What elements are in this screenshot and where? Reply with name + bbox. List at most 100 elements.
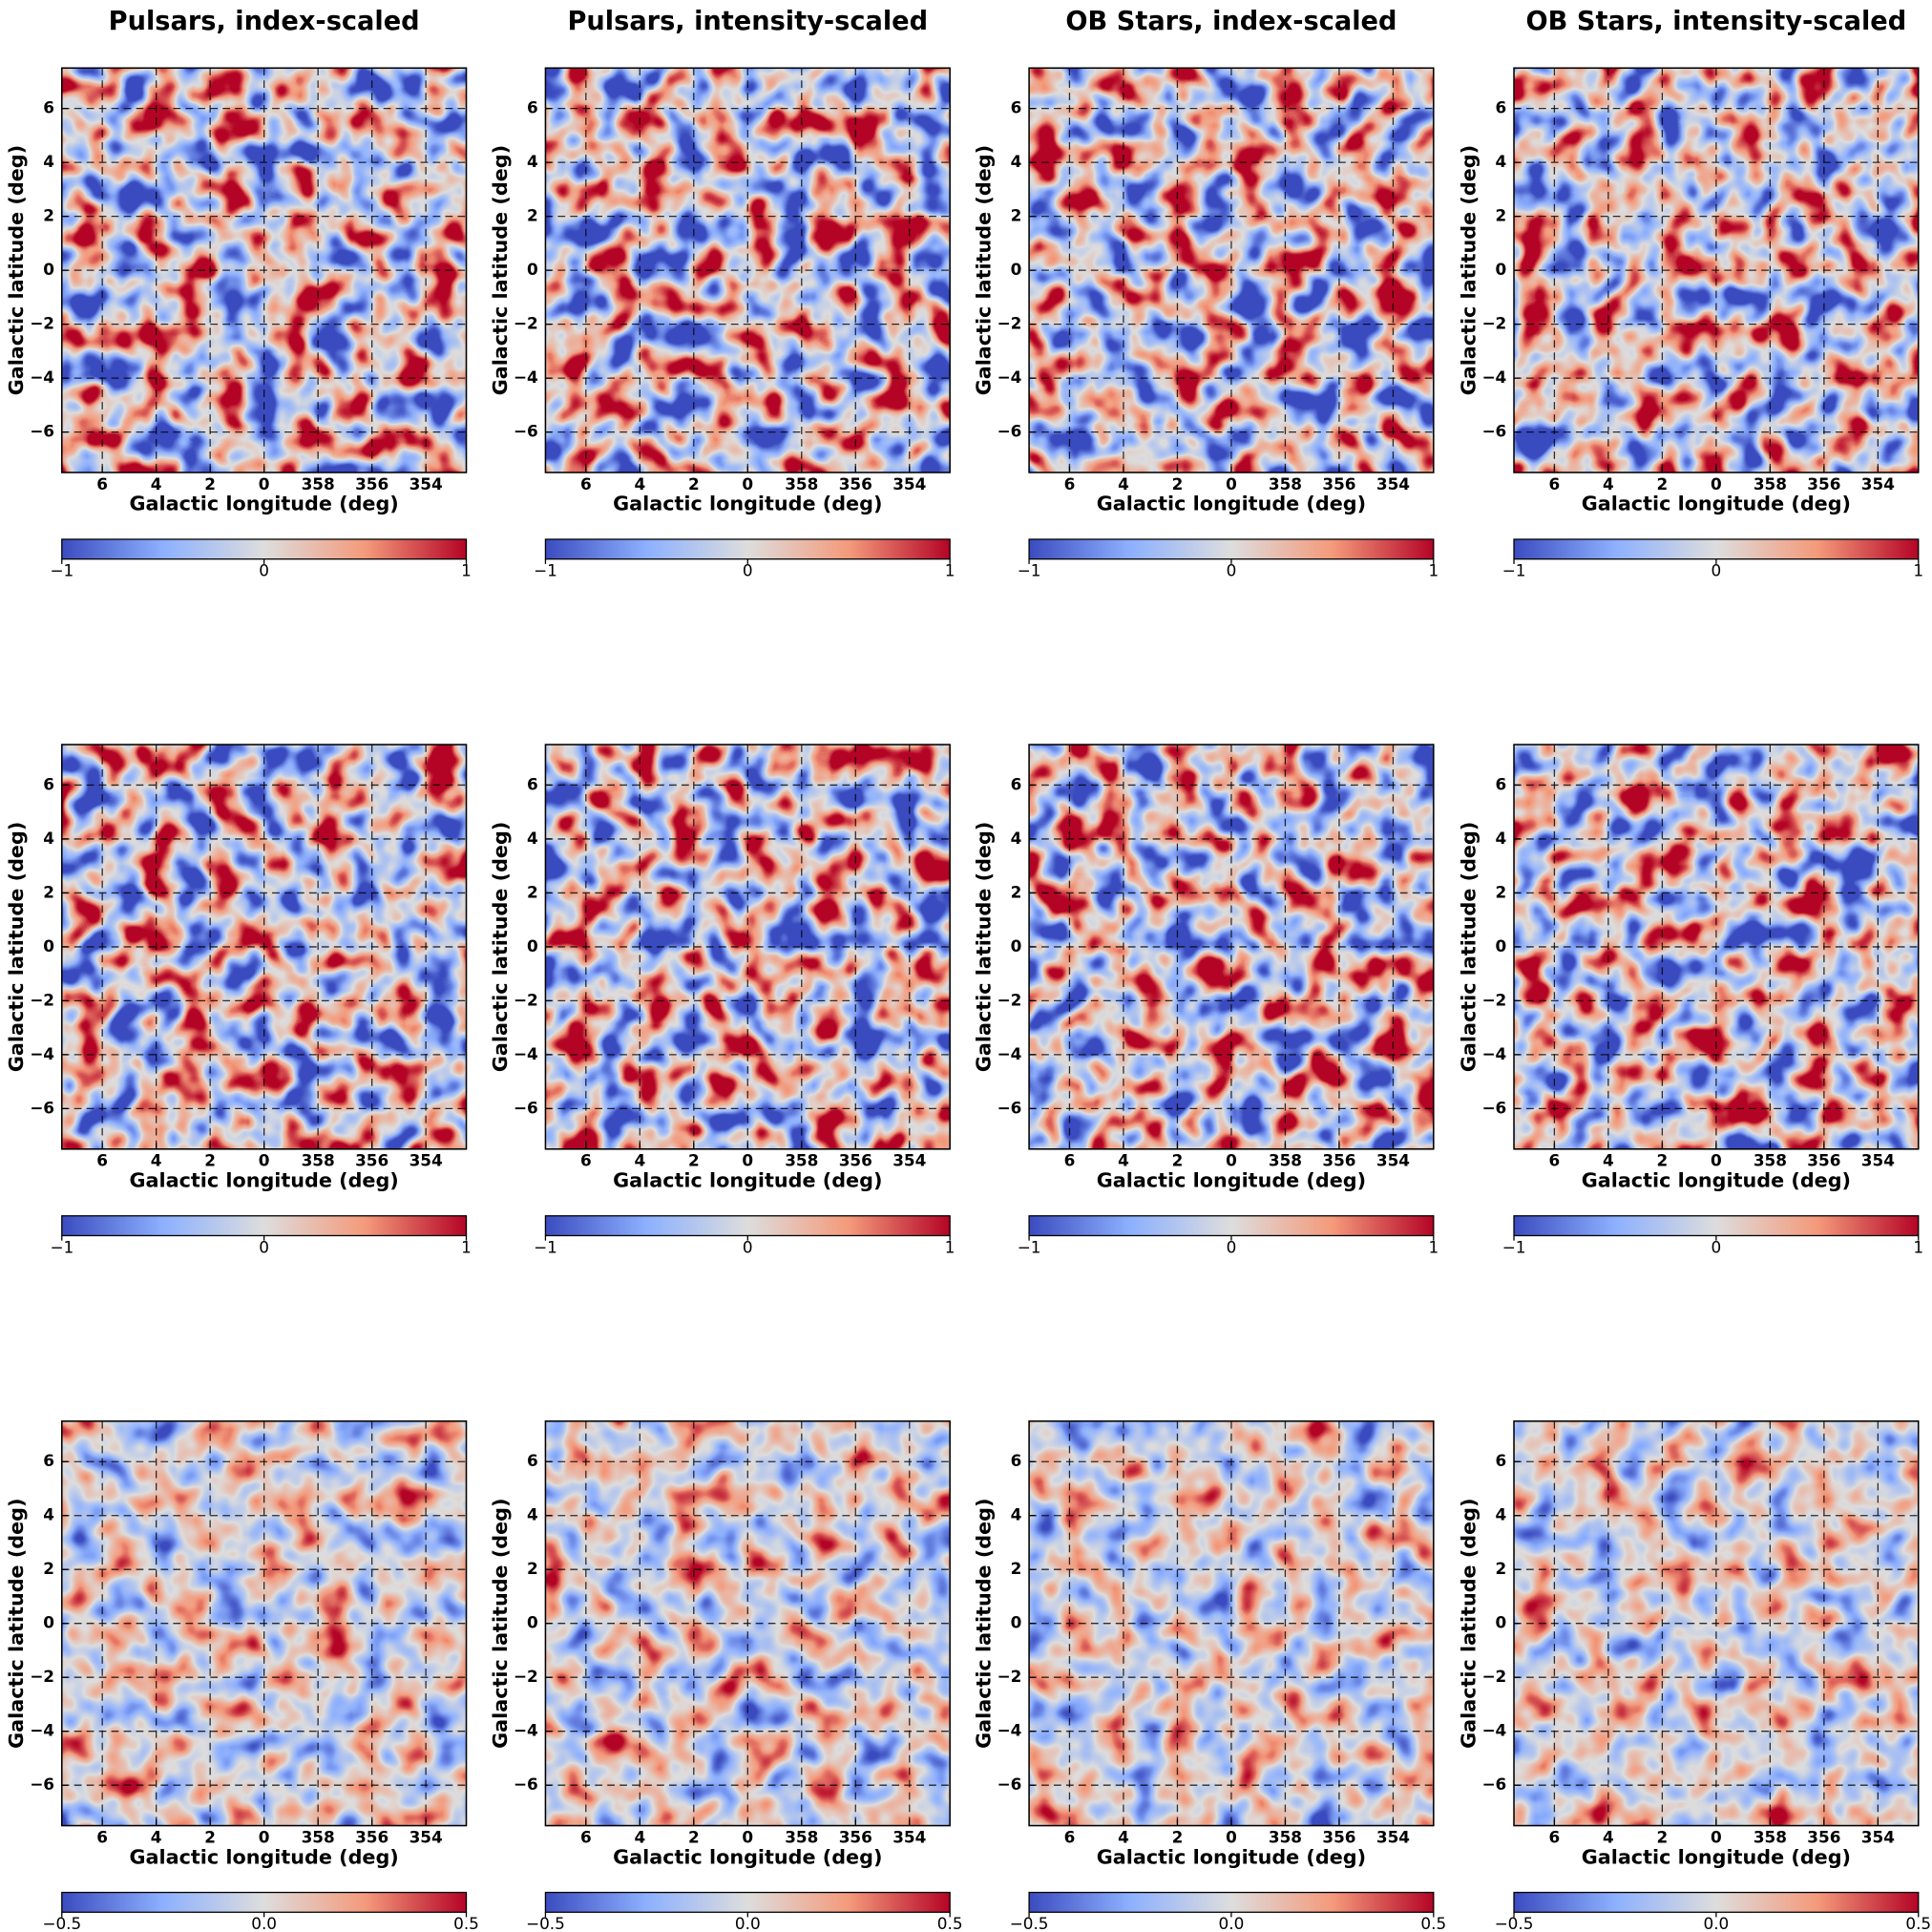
x-tick-label: 0 [259,1828,270,1847]
y-tick-label: 0 [43,260,54,279]
x-tick-label: 354 [410,474,443,494]
y-axis-label: Galactic latitude (deg) [1457,822,1480,1072]
y-tick-label: −4 [997,1721,1021,1740]
colorbar-tick-label: −1 [534,561,557,580]
x-tick-label: 358 [1269,474,1302,494]
x-tick-label: 2 [1172,474,1184,494]
y-tick-label: −2 [30,990,54,1009]
colorbar-tick-label: −1 [1018,561,1041,580]
y-tick-label: −4 [997,368,1021,387]
x-tick-label: 356 [1322,1828,1355,1847]
x-tick-label: 356 [1322,1151,1355,1170]
y-axis-label: Galactic latitude (deg) [1457,145,1480,395]
x-tick-label: 4 [1118,474,1129,494]
x-tick-label: 6 [96,474,108,494]
colorbar-tick-label: 0.0 [735,1914,761,1932]
x-tick-label: 6 [580,1151,592,1170]
x-tick-label: 0 [1226,474,1237,494]
y-tick-label: −4 [1481,1044,1506,1063]
panel-title: OB Stars, index-scaled [1065,7,1396,36]
y-tick-label: 2 [1011,882,1022,901]
y-tick-label: 0 [1011,936,1022,956]
y-tick-label: −2 [514,314,538,333]
colorbar [61,1891,468,1913]
colorbar-tick-label: 0 [1712,561,1722,580]
x-tick-label: 358 [1754,1151,1787,1170]
y-axis-label: Galactic latitude (deg) [972,145,995,395]
y-tick-label: −2 [1481,314,1506,333]
y-tick-label: 2 [1011,206,1022,225]
plot-frame [1513,67,1920,473]
y-tick-label: −6 [997,1774,1021,1794]
colorbar-tick-label: −1 [1502,561,1526,580]
x-axis-label: Galactic longitude (deg) [1097,1168,1366,1191]
x-tick-label: 354 [892,1151,926,1170]
x-tick-label: 6 [1549,1151,1561,1170]
y-tick-label: −4 [514,1044,538,1063]
x-tick-label: 354 [1861,1151,1895,1170]
panel-title: Pulsars, index-scaled [109,7,420,36]
x-tick-label: 6 [580,1828,592,1847]
x-tick-label: 6 [1064,1828,1076,1847]
x-tick-label: 356 [1807,1151,1840,1170]
x-axis-label: Galactic longitude (deg) [1582,493,1851,515]
x-tick-label: 0 [1711,1828,1722,1847]
y-axis-label: Galactic latitude (deg) [972,822,995,1072]
x-tick-label: 4 [634,1828,645,1847]
y-tick-label: 4 [43,1505,54,1524]
x-axis-label: Galactic longitude (deg) [613,1845,882,1868]
x-tick-label: 354 [410,1828,443,1847]
plot-frame [544,67,951,473]
y-tick-label: −4 [514,1721,538,1740]
y-axis-label: Galactic latitude (deg) [5,145,28,395]
x-tick-label: 4 [151,474,162,494]
colorbar-tick-label: 0.5 [1420,1914,1446,1932]
x-tick-label: 6 [580,474,592,494]
y-tick-label: −2 [1481,1667,1506,1686]
y-tick-label: 2 [1496,1559,1507,1578]
x-tick-label: 356 [1807,1828,1840,1847]
y-axis-label: Galactic latitude (deg) [489,822,512,1072]
y-tick-label: −6 [514,1098,538,1117]
colorbar-tick-label: 1 [461,1237,472,1256]
x-tick-label: 6 [96,1151,108,1170]
y-tick-label: 4 [43,829,54,848]
x-tick-label: 354 [1376,1151,1410,1170]
y-tick-label: −2 [30,314,54,333]
y-axis-label: Galactic latitude (deg) [489,145,512,395]
x-tick-label: 356 [839,474,872,494]
y-tick-label: −6 [1481,1098,1506,1117]
colorbar-tick-label: −0.5 [42,1914,81,1932]
y-tick-label: −2 [1481,990,1506,1009]
y-tick-label: 4 [1011,1505,1022,1524]
colorbar-tick-label: 0 [259,561,269,580]
y-tick-label: 0 [1011,260,1022,279]
x-tick-label: 0 [742,474,753,494]
plot-frame [61,744,468,1150]
y-tick-label: −6 [1481,1774,1506,1794]
colorbar [1028,1215,1435,1237]
y-tick-label: 0 [1496,1613,1507,1632]
colorbar-tick-label: 1 [1428,1237,1438,1256]
plot-frame [61,1420,468,1827]
colorbar-tick-label: 1 [1428,561,1438,580]
x-tick-label: 356 [839,1828,872,1847]
y-tick-label: 4 [1496,1505,1507,1524]
x-tick-label: 358 [1754,1828,1787,1847]
y-tick-label: 6 [43,98,54,117]
x-tick-label: 358 [1269,1828,1302,1847]
x-tick-label: 4 [634,474,645,494]
plot-frame [544,744,951,1150]
y-tick-label: −4 [514,368,538,387]
x-tick-label: 6 [96,1828,108,1847]
x-tick-label: 2 [1657,1151,1669,1170]
x-tick-label: 354 [892,1828,926,1847]
y-tick-label: 2 [43,206,54,225]
y-axis-label: Galactic latitude (deg) [489,1499,512,1749]
plot-frame [1028,1420,1435,1827]
colorbar [1028,1891,1435,1913]
y-tick-label: −4 [30,368,54,387]
x-tick-label: 358 [1269,1151,1302,1170]
